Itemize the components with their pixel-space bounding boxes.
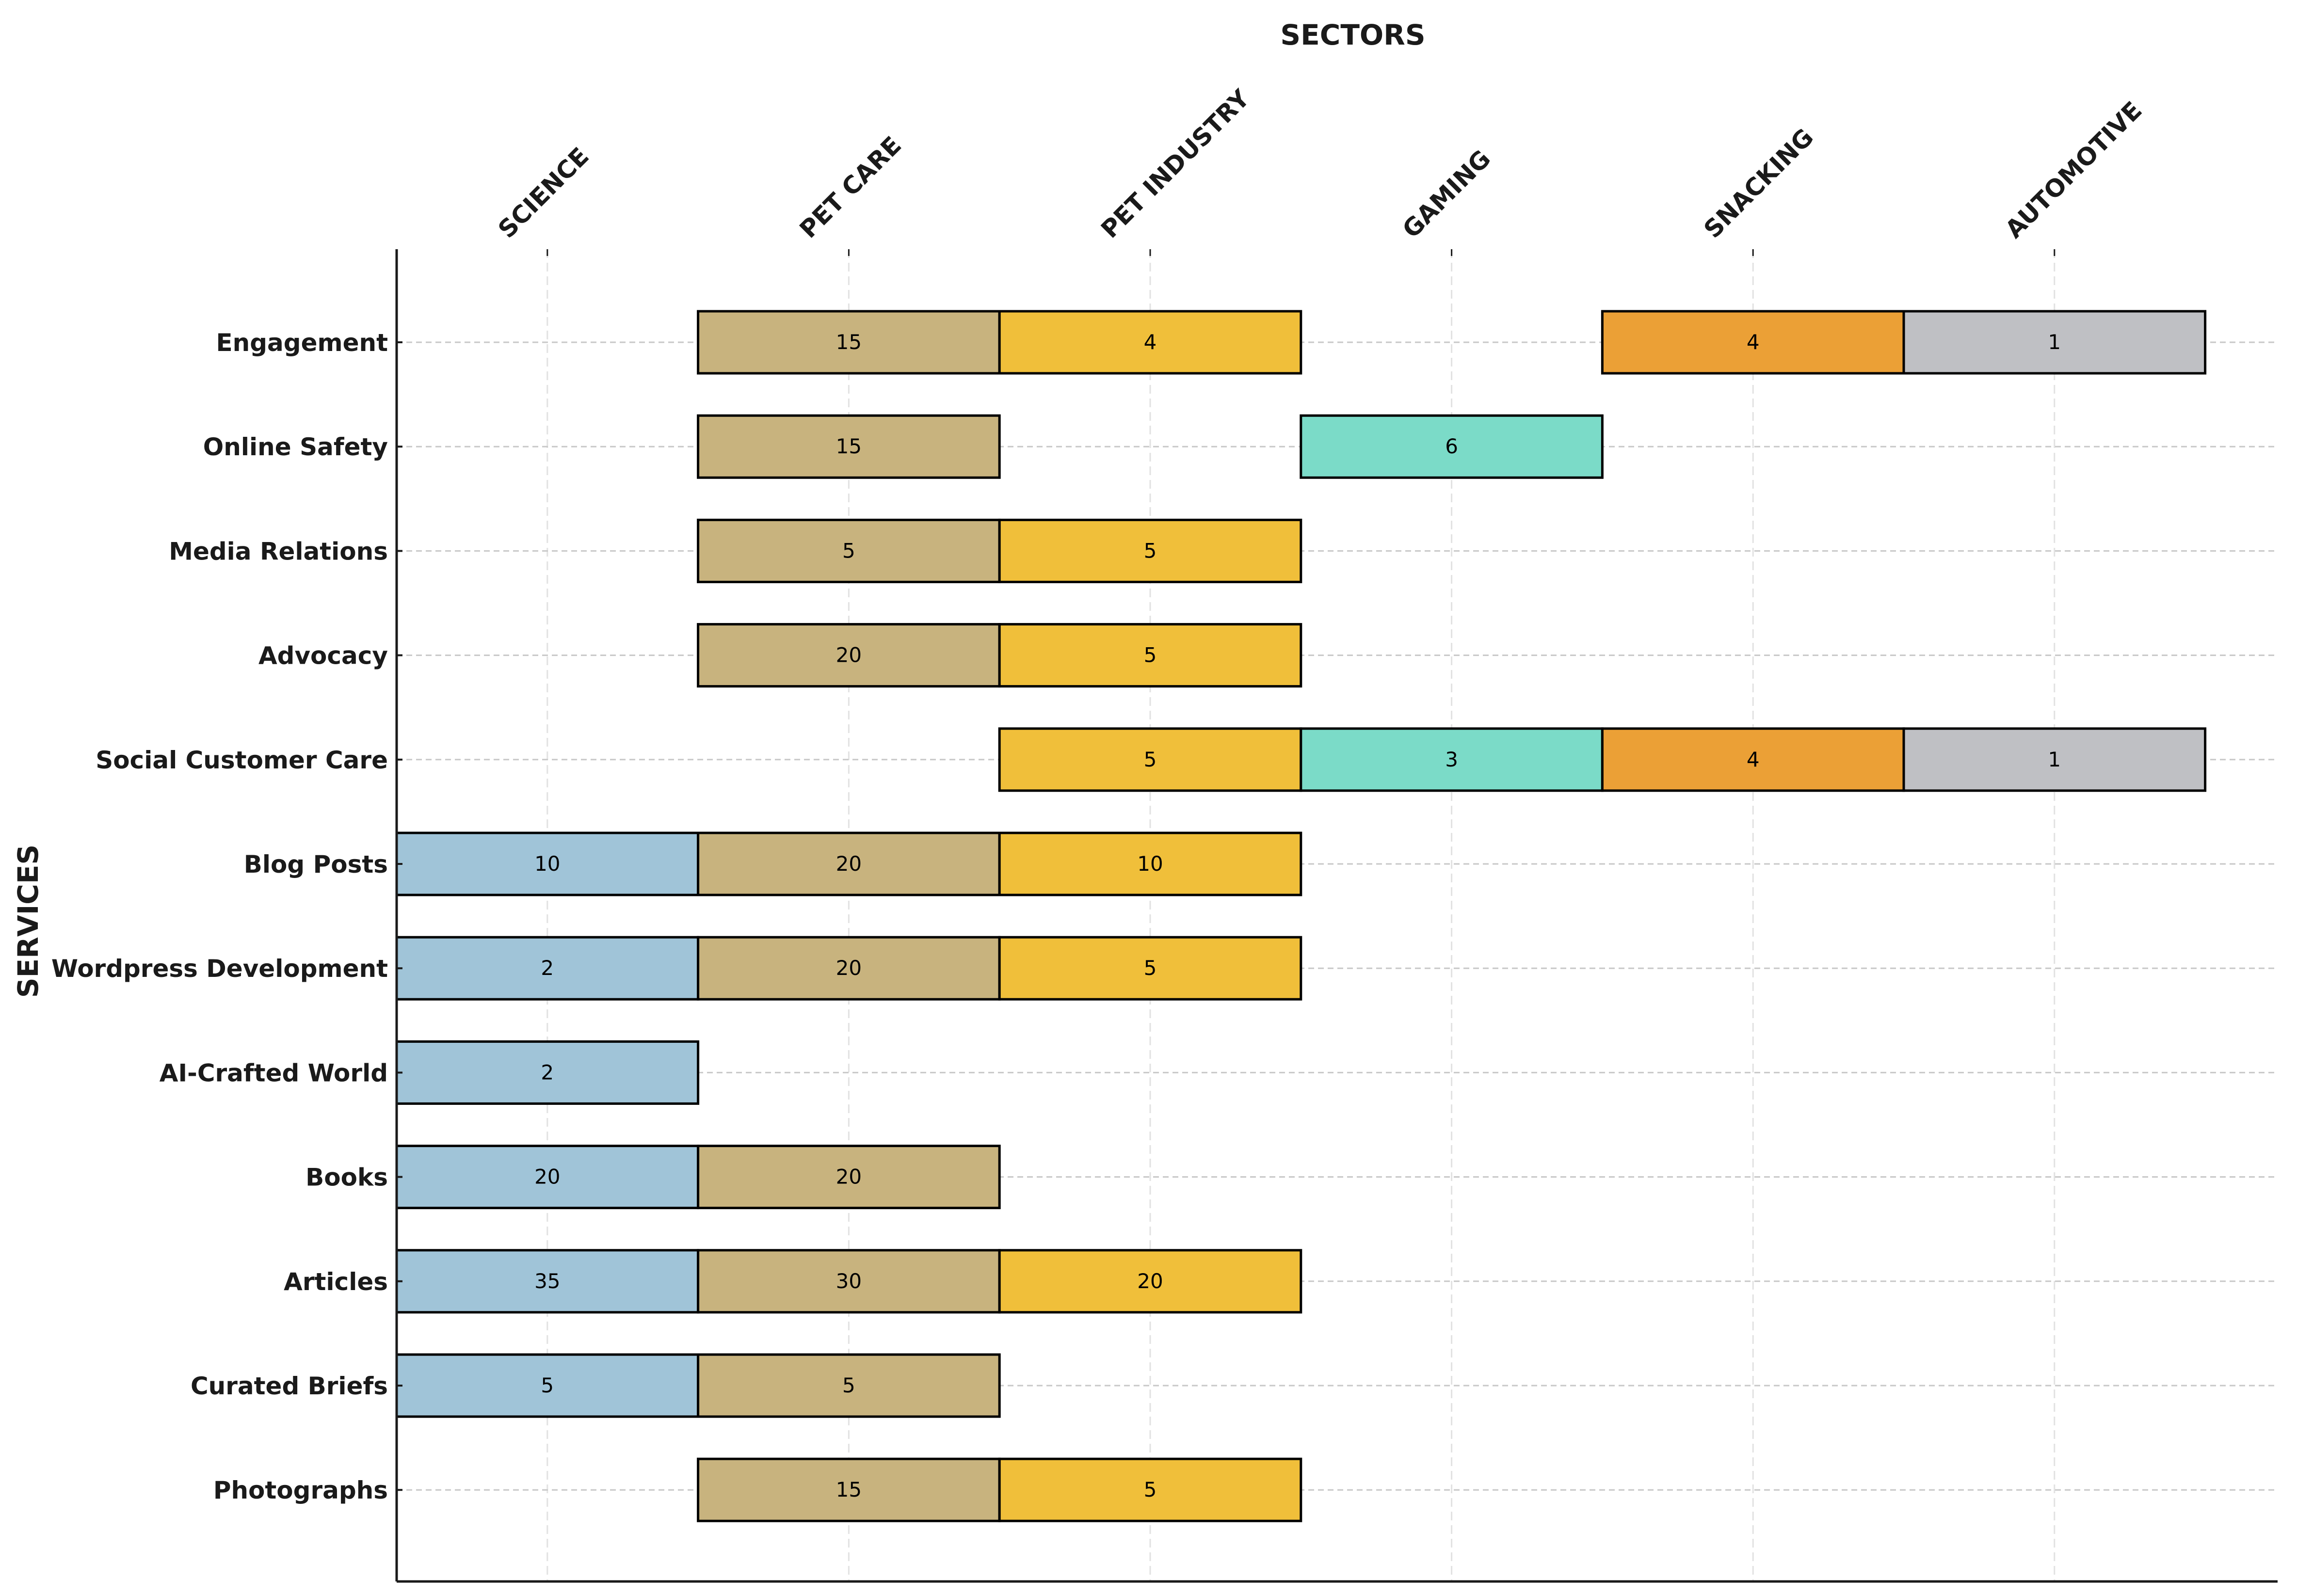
bar-value-label: 5 (1144, 748, 1157, 771)
bar-cell (395, 831, 700, 896)
bar-value-label: 4 (1747, 748, 1760, 771)
bar-cell (998, 518, 1302, 583)
bar-value-label: 6 (1445, 434, 1458, 458)
bar-value-label: 4 (1747, 330, 1760, 354)
bar-value-label: 20 (836, 852, 862, 876)
x-tick-label: GAMING (1397, 144, 1496, 243)
bar-cell (998, 936, 1302, 1001)
bar-cell (697, 310, 1001, 375)
bar-value-label: 5 (1144, 643, 1157, 667)
y-tick-label: AI-Crafted World (160, 1059, 388, 1087)
bar-cell (1300, 414, 1604, 479)
bar-value-label: 10 (534, 852, 560, 876)
bar-cell (697, 414, 1001, 479)
y-tick-label: Wordpress Development (51, 955, 388, 983)
y-tick-label: Social Customer Care (96, 746, 388, 774)
x-tick-label: SCIENCE (493, 142, 594, 243)
bar-value-label: 20 (836, 956, 862, 980)
bar-value-label: 15 (836, 1478, 862, 1501)
bar-value-label: 2 (541, 956, 554, 980)
y-axis-title: SERVICES (12, 845, 45, 998)
bar-value-label: 5 (842, 1373, 855, 1397)
bar-value-label: 3 (1445, 748, 1458, 771)
bar-cell (697, 518, 1001, 583)
bar-cell (395, 1145, 700, 1210)
bar-value-label: 5 (842, 539, 855, 562)
bar-value-label: 5 (1144, 539, 1157, 562)
y-tick-label: Online Safety (203, 433, 388, 461)
bar-cell (1300, 727, 1604, 792)
y-tick-label: Media Relations (169, 537, 388, 565)
bar-cell (697, 1457, 1001, 1522)
bar-value-label: 20 (1137, 1269, 1163, 1293)
bar-cell (395, 1249, 700, 1314)
x-tick-label: AUTOMOTIVE (2000, 96, 2147, 243)
bar-value-label: 15 (836, 434, 862, 458)
bar-value-label: 5 (1144, 1478, 1157, 1501)
bar-value-label: 10 (1137, 852, 1163, 876)
bar-cell (1601, 727, 1905, 792)
bar-value-label: 1 (2048, 330, 2061, 354)
bar-cell (395, 1353, 700, 1418)
y-tick-label: Curated Briefs (191, 1372, 388, 1400)
bar-value-label: 4 (1144, 330, 1157, 354)
bar-cell (1902, 727, 2207, 792)
bar-cell (998, 831, 1302, 896)
x-tick-label: PET CARE (794, 131, 907, 243)
bar-value-label: 5 (1144, 956, 1157, 980)
x-axis-title: SECTORS (1280, 18, 1425, 51)
bars-layer: 15 4 4 1 15 6 5 5 20 5 5 3 4 1 10 20 10 2 20 5 2 20 20 35 30 20 5 5… (395, 310, 2207, 1522)
bar-cell (697, 936, 1001, 1001)
bar-cell (998, 623, 1302, 688)
bar-cell (697, 623, 1001, 688)
bar-value-label: 15 (836, 330, 862, 354)
y-tick-label: Engagement (216, 329, 388, 357)
bar-value-label: 5 (541, 1373, 554, 1397)
bar-value-label: 1 (2048, 748, 2061, 771)
y-tick-label: Blog Posts (244, 850, 388, 878)
bar-cell (697, 1249, 1001, 1314)
bar-value-label: 30 (836, 1269, 862, 1293)
y-tick-label: Advocacy (258, 642, 388, 670)
axes-layer (395, 249, 2278, 1583)
y-tick-label: Books (305, 1164, 388, 1192)
bar-cell (998, 727, 1302, 792)
x-tick-label: SNACKING (1699, 123, 1819, 244)
bar-cell (395, 936, 700, 1001)
bar-cell (998, 1457, 1302, 1522)
bar-value-label: 20 (836, 1165, 862, 1189)
bar-cell (998, 310, 1302, 375)
bar-cell (697, 831, 1001, 896)
bar-value-label: 20 (534, 1165, 560, 1189)
x-tick-label: PET INDUSTRY (1095, 84, 1255, 243)
bar-cell (395, 1040, 700, 1105)
bar-cell (998, 1249, 1302, 1314)
bar-value-label: 2 (541, 1060, 554, 1084)
y-tick-label: Articles (284, 1268, 388, 1296)
bar-cell (697, 1353, 1001, 1418)
bar-cell (1902, 310, 2207, 375)
y-tick-label: Photographs (213, 1476, 388, 1504)
bar-cell (697, 1145, 1001, 1210)
bar-value-label: 20 (836, 643, 862, 667)
bar-value-label: 35 (534, 1269, 560, 1293)
